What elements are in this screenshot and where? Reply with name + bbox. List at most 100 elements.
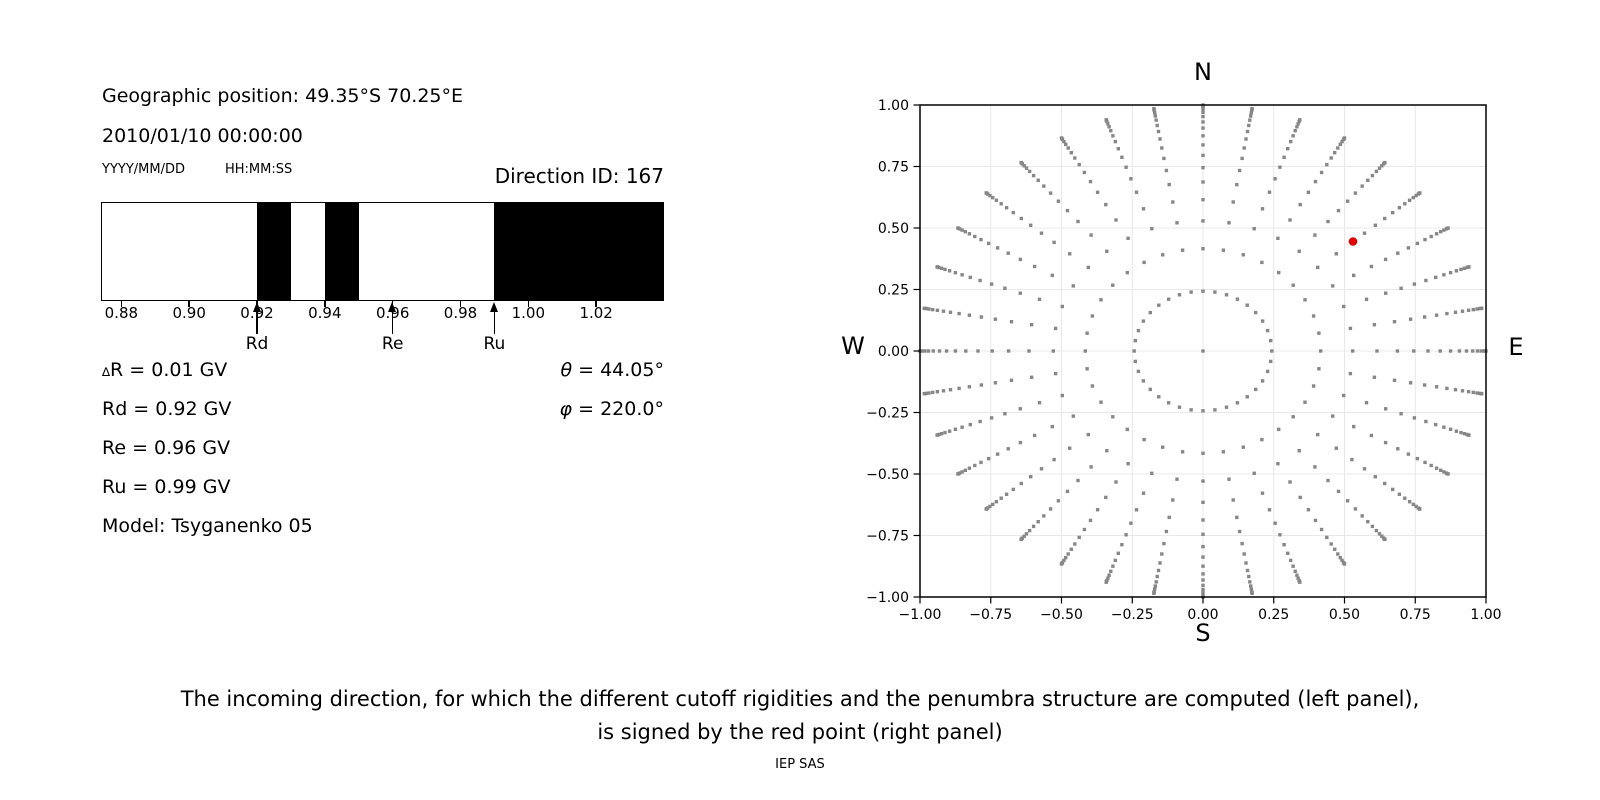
y-axis-tick-label: −1.00 [866,590,909,606]
direction-grid-dot [1434,313,1439,317]
direction-grid-dot [1073,542,1077,546]
direction-grid-dot [1399,286,1403,290]
direction-grid-dot [973,234,977,239]
direction-grid-dot [1248,580,1252,584]
theta-text: = 44.05° [572,359,664,381]
direction-grid-dot [1201,166,1205,170]
direction-grid-dot [1065,489,1070,494]
direction-grid-dot [1286,551,1290,555]
direction-grid-dot [1071,284,1075,288]
direction-grid-dot [1141,491,1146,495]
direction-grid-dot [1333,151,1337,155]
direction-grid-dot [1311,384,1316,388]
direction-grid-dot [1009,320,1014,324]
direction-grid-dot [1348,371,1353,376]
direction-grid-dot [1466,390,1471,394]
direction-grid-dot [1069,547,1073,551]
direction-grid-dot [1406,246,1411,250]
direction-grid-dot [1466,308,1471,312]
direction-grid-dot [1201,451,1205,455]
x-axis-tick-label: −0.75 [969,607,1012,623]
direction-grid-dot [1260,207,1265,211]
direction-grid-dot [1406,452,1411,456]
direction-grid-dot [1338,142,1342,146]
direction-grid-dot [1141,207,1146,211]
direction-grid-dot [1152,591,1156,595]
y-axis-tick-label: 0.50 [878,221,909,237]
rigidity-arrow-stem [493,310,496,334]
direction-grid-dot [1124,533,1128,537]
direction-grid-dot [1366,520,1370,524]
direction-grid-dot [1166,401,1171,405]
direction-grid-dot [1156,129,1161,134]
direction-grid-dot [1414,193,1418,198]
direction-grid-dot [1454,269,1459,273]
direction-grid-dot [943,267,947,272]
compass-west-label: W [841,332,865,360]
direction-grid-dot [1201,180,1205,184]
y-axis-tick-label: 1.00 [878,98,909,114]
direction-grid-dot [1457,349,1462,353]
direction-grid-dot [1201,409,1205,413]
direction-grid-dot [991,195,995,200]
direction-grid-dot [1037,297,1042,301]
direction-grid-dot [923,349,927,353]
direction-grid-dot [1242,146,1246,150]
direction-grid-dot [968,422,972,427]
direction-grid-dot [1249,584,1253,588]
direction-grid-dot [1248,118,1252,122]
direction-grid-dot [1052,457,1056,462]
rigidity-arrow-label: Rd [245,334,269,354]
direction-grid-dot [1022,534,1026,538]
direction-grid-dot [979,383,984,387]
direction-grid-dot [1383,440,1388,445]
direction-grid-dot [1260,319,1265,323]
direction-grid-dot [1422,383,1427,387]
direction-grid-dot [1109,569,1113,573]
direction-grid-dot [1224,405,1229,409]
direction-grid-dot [1317,367,1321,371]
direction-grid-dot [1018,440,1023,445]
direction-grid-dot [1403,202,1407,206]
direction-grid-dot [1095,508,1100,512]
rigidity-arrow-head [388,302,397,312]
direction-grid-dot [953,349,958,353]
direction-grid-dot [1286,147,1290,151]
direction-grid-dot [964,349,968,353]
direction-grid-dot [986,456,991,461]
direction-grid-dot [1362,467,1367,471]
direction-grid-dot [1240,156,1244,161]
direction-grid-dot [1201,219,1205,223]
direction-grid-dot [1340,139,1344,144]
direction-grid-dot [1024,166,1029,170]
direction-grid-dot [1006,349,1011,353]
direction-grid-dot [927,307,931,311]
direction-grid-dot [1377,532,1382,536]
caption-line2: is signed by the red point (right panel) [597,720,1003,744]
direction-grid-dot [1065,208,1070,213]
direction-grid-dot [1076,219,1080,224]
rigidity-arrow-stem [256,310,258,334]
direction-grid-dot [1245,303,1249,307]
direction-grid-dot [1408,317,1413,321]
direction-grid-dot [1242,552,1246,556]
x-axis-tick-label: 0.25 [1258,607,1289,623]
direction-grid-dot [1068,252,1072,256]
direction-grid-dot [1201,120,1205,124]
direction-grid-dot [1260,379,1265,383]
direction-grid-dot [979,315,984,319]
direction-grid-dot [1037,401,1042,405]
direction-grid-dot [1029,323,1034,327]
direction-grid-dot [1306,190,1311,194]
direction-grid-dot [1331,414,1335,418]
direction-grid-dot [1088,179,1093,184]
selected-direction-red-point [1348,237,1358,246]
direction-grid-dot [1298,202,1302,207]
direction-grid-dot [1366,178,1370,182]
direction-grid-dot [1155,123,1159,128]
direction-grid-dot [1086,265,1090,270]
direction-grid-dot [941,389,946,393]
direction-grid-dot [967,466,972,470]
y-axis-tick-label: 0.25 [878,283,909,299]
direction-grid-dot [1082,170,1087,175]
